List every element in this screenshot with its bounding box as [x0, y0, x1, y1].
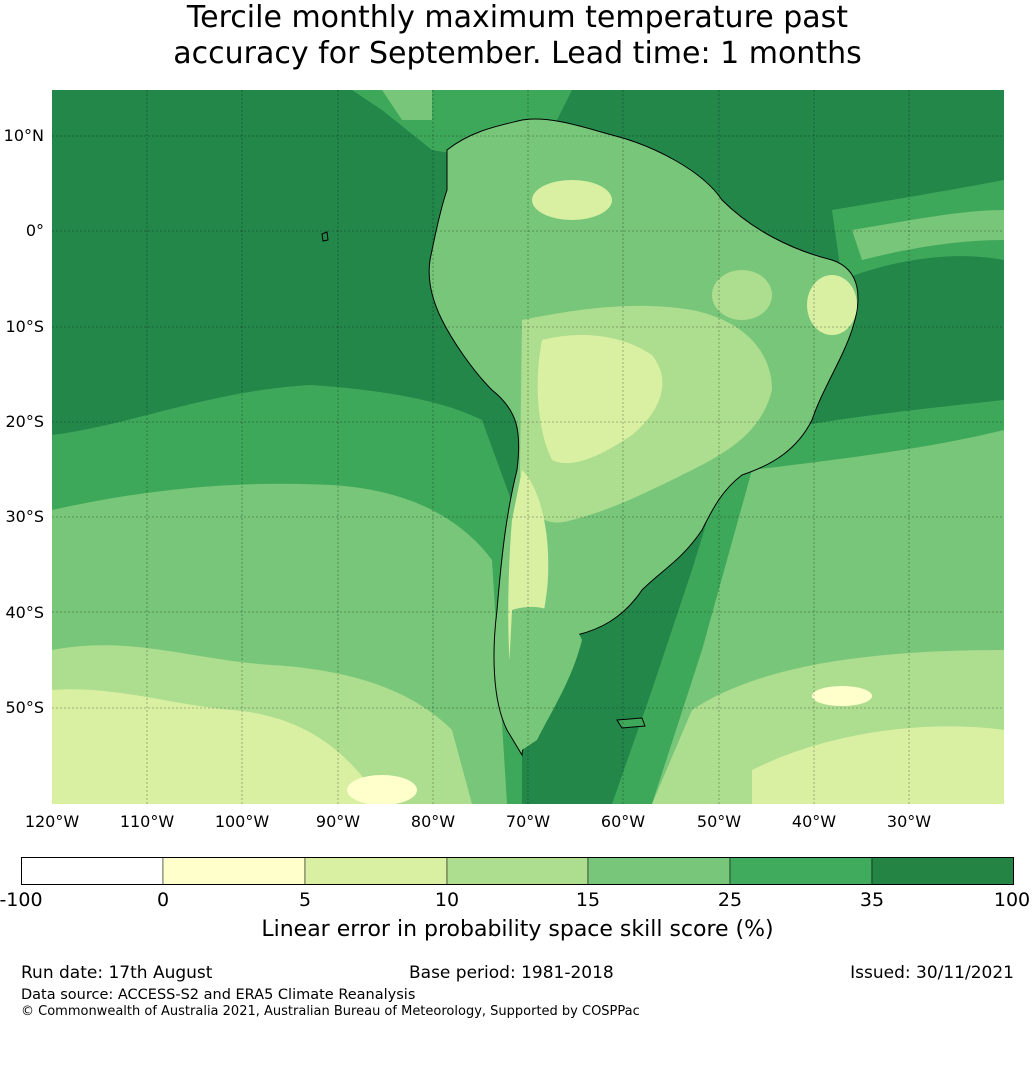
lon-label-80w: 80°W — [410, 812, 456, 831]
graticule — [52, 90, 1004, 804]
falkland-islands — [616, 717, 646, 729]
south-pacific-lowest-zone — [52, 689, 382, 804]
colorbar-outline — [21, 857, 1014, 885]
lon-label-110w: 110°W — [119, 812, 175, 831]
south-atlantic-lowest-zone — [752, 726, 1004, 804]
lat-label-0: 0° — [25, 221, 44, 240]
tropical-atlantic-light — [852, 210, 1004, 260]
lon-label-40w: 40°W — [791, 812, 837, 831]
patagonia-zone — [507, 606, 582, 750]
lat-label-30s: 30°S — [5, 507, 44, 526]
colorbar-segment-4 — [446, 857, 589, 885]
guiana-patch — [532, 180, 612, 220]
galapagos-islands — [321, 231, 329, 242]
low-skill-patch-se — [812, 686, 872, 706]
lat-label-20s: 20°S — [5, 412, 44, 431]
issued-date: Issued: 30/11/2021 — [850, 963, 1014, 983]
run-date: Run date: 17th August — [21, 963, 213, 983]
lat-label-10s: 10°S — [5, 317, 44, 336]
brazil-highland-lower — [537, 335, 663, 464]
colorbar-segment-2 — [162, 857, 306, 885]
colorbar-tick-5: 5 — [298, 889, 312, 911]
colorbar-tick-neg100: -100 — [0, 889, 43, 911]
colorbar-segment-1 — [21, 857, 164, 885]
colorbar-tick-25: 25 — [717, 889, 743, 911]
low-skill-patch-sw — [347, 775, 417, 804]
base-period: Base period: 1981-2018 — [409, 963, 614, 983]
colorbar-tick-35: 35 — [859, 889, 885, 911]
colorbar-tick-15: 15 — [575, 889, 601, 911]
colorbar-label: Linear error in probability space skill … — [261, 917, 774, 942]
colorbar-segment-6 — [729, 857, 873, 885]
map-title: Tercile monthly maximum temperature past… — [0, 0, 1035, 72]
data-source: Data source: ACCESS-S2 and ERA5 Climate … — [21, 987, 416, 1003]
lon-label-60w: 60°W — [600, 812, 646, 831]
skill-score-map — [52, 90, 1004, 804]
lat-label-10n: 10°N — [3, 126, 44, 145]
lon-label-50w: 50°W — [696, 812, 742, 831]
lon-label-30w: 30°W — [886, 812, 932, 831]
lon-label-90w: 90°W — [315, 812, 361, 831]
lon-label-70w: 70°W — [505, 812, 551, 831]
amazon-patch — [712, 270, 772, 320]
lat-label-50s: 50°S — [5, 698, 44, 717]
colorbar-segment-5 — [587, 857, 731, 885]
colorbar-segment-3 — [304, 857, 448, 885]
colorbar-segment-7 — [871, 857, 1014, 885]
lon-label-100w: 100°W — [214, 812, 270, 831]
lat-label-40s: 40°S — [5, 603, 44, 622]
colorbar-tick-0: 0 — [156, 889, 170, 911]
lon-label-120w: 120°W — [24, 812, 80, 831]
copyright-notice: © Commonwealth of Australia 2021, Austra… — [21, 1004, 640, 1019]
title-line-1: Tercile monthly maximum temperature past — [186, 0, 849, 35]
colorbar — [21, 857, 1014, 885]
title-line-2: accuracy for September. Lead time: 1 mon… — [173, 36, 862, 71]
central-america-zone — [382, 90, 432, 120]
colorbar-tick-10: 10 — [434, 889, 460, 911]
northeast-brazil-patch — [807, 275, 857, 335]
colorbar-tick-100: 100 — [993, 889, 1031, 911]
